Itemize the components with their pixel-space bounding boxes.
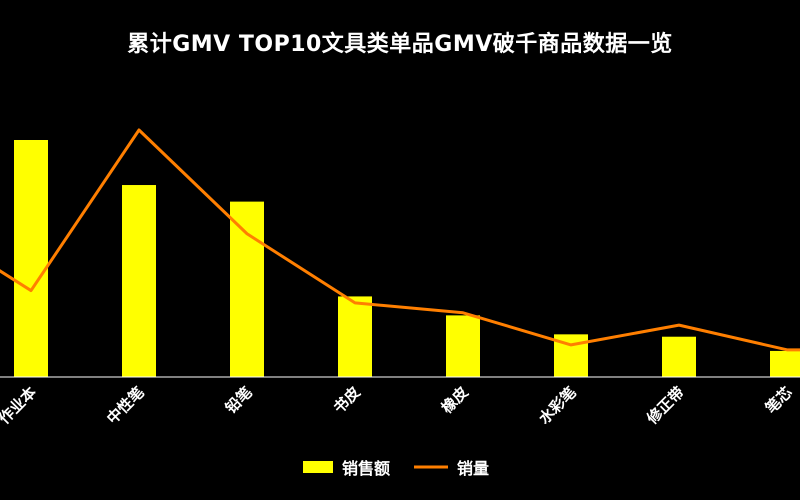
legend-label: 销量: [457, 459, 489, 478]
bar-修正带: [662, 336, 696, 377]
bar-笔芯: [770, 350, 800, 377]
bar-中性笔: [122, 185, 156, 377]
x-tick-label: 中性笔: [103, 383, 148, 428]
line-series-销量: [0, 128, 800, 352]
legend-swatch-bar: [303, 461, 333, 473]
x-tick-label: 橡皮: [438, 383, 472, 417]
legend: 销售额 销量: [303, 459, 489, 478]
x-tick-label: 修正带: [643, 383, 688, 428]
x-tick-label: 书皮: [330, 383, 364, 417]
x-tick-label: 水彩笔: [535, 383, 580, 428]
legend-label: 销售额: [342, 459, 390, 478]
bar-橡皮: [446, 315, 480, 377]
x-tick-label: 作业本: [0, 383, 40, 428]
x-tick-label: 铅笔: [222, 383, 256, 417]
bar-书皮: [338, 296, 372, 377]
bar-铅笔: [230, 201, 264, 377]
chart-title: 累计GMV TOP10文具类单品GMV破千商品数据一览: [127, 32, 673, 57]
x-tick-label: 笔芯: [762, 383, 796, 417]
bar-作业本: [14, 140, 48, 377]
